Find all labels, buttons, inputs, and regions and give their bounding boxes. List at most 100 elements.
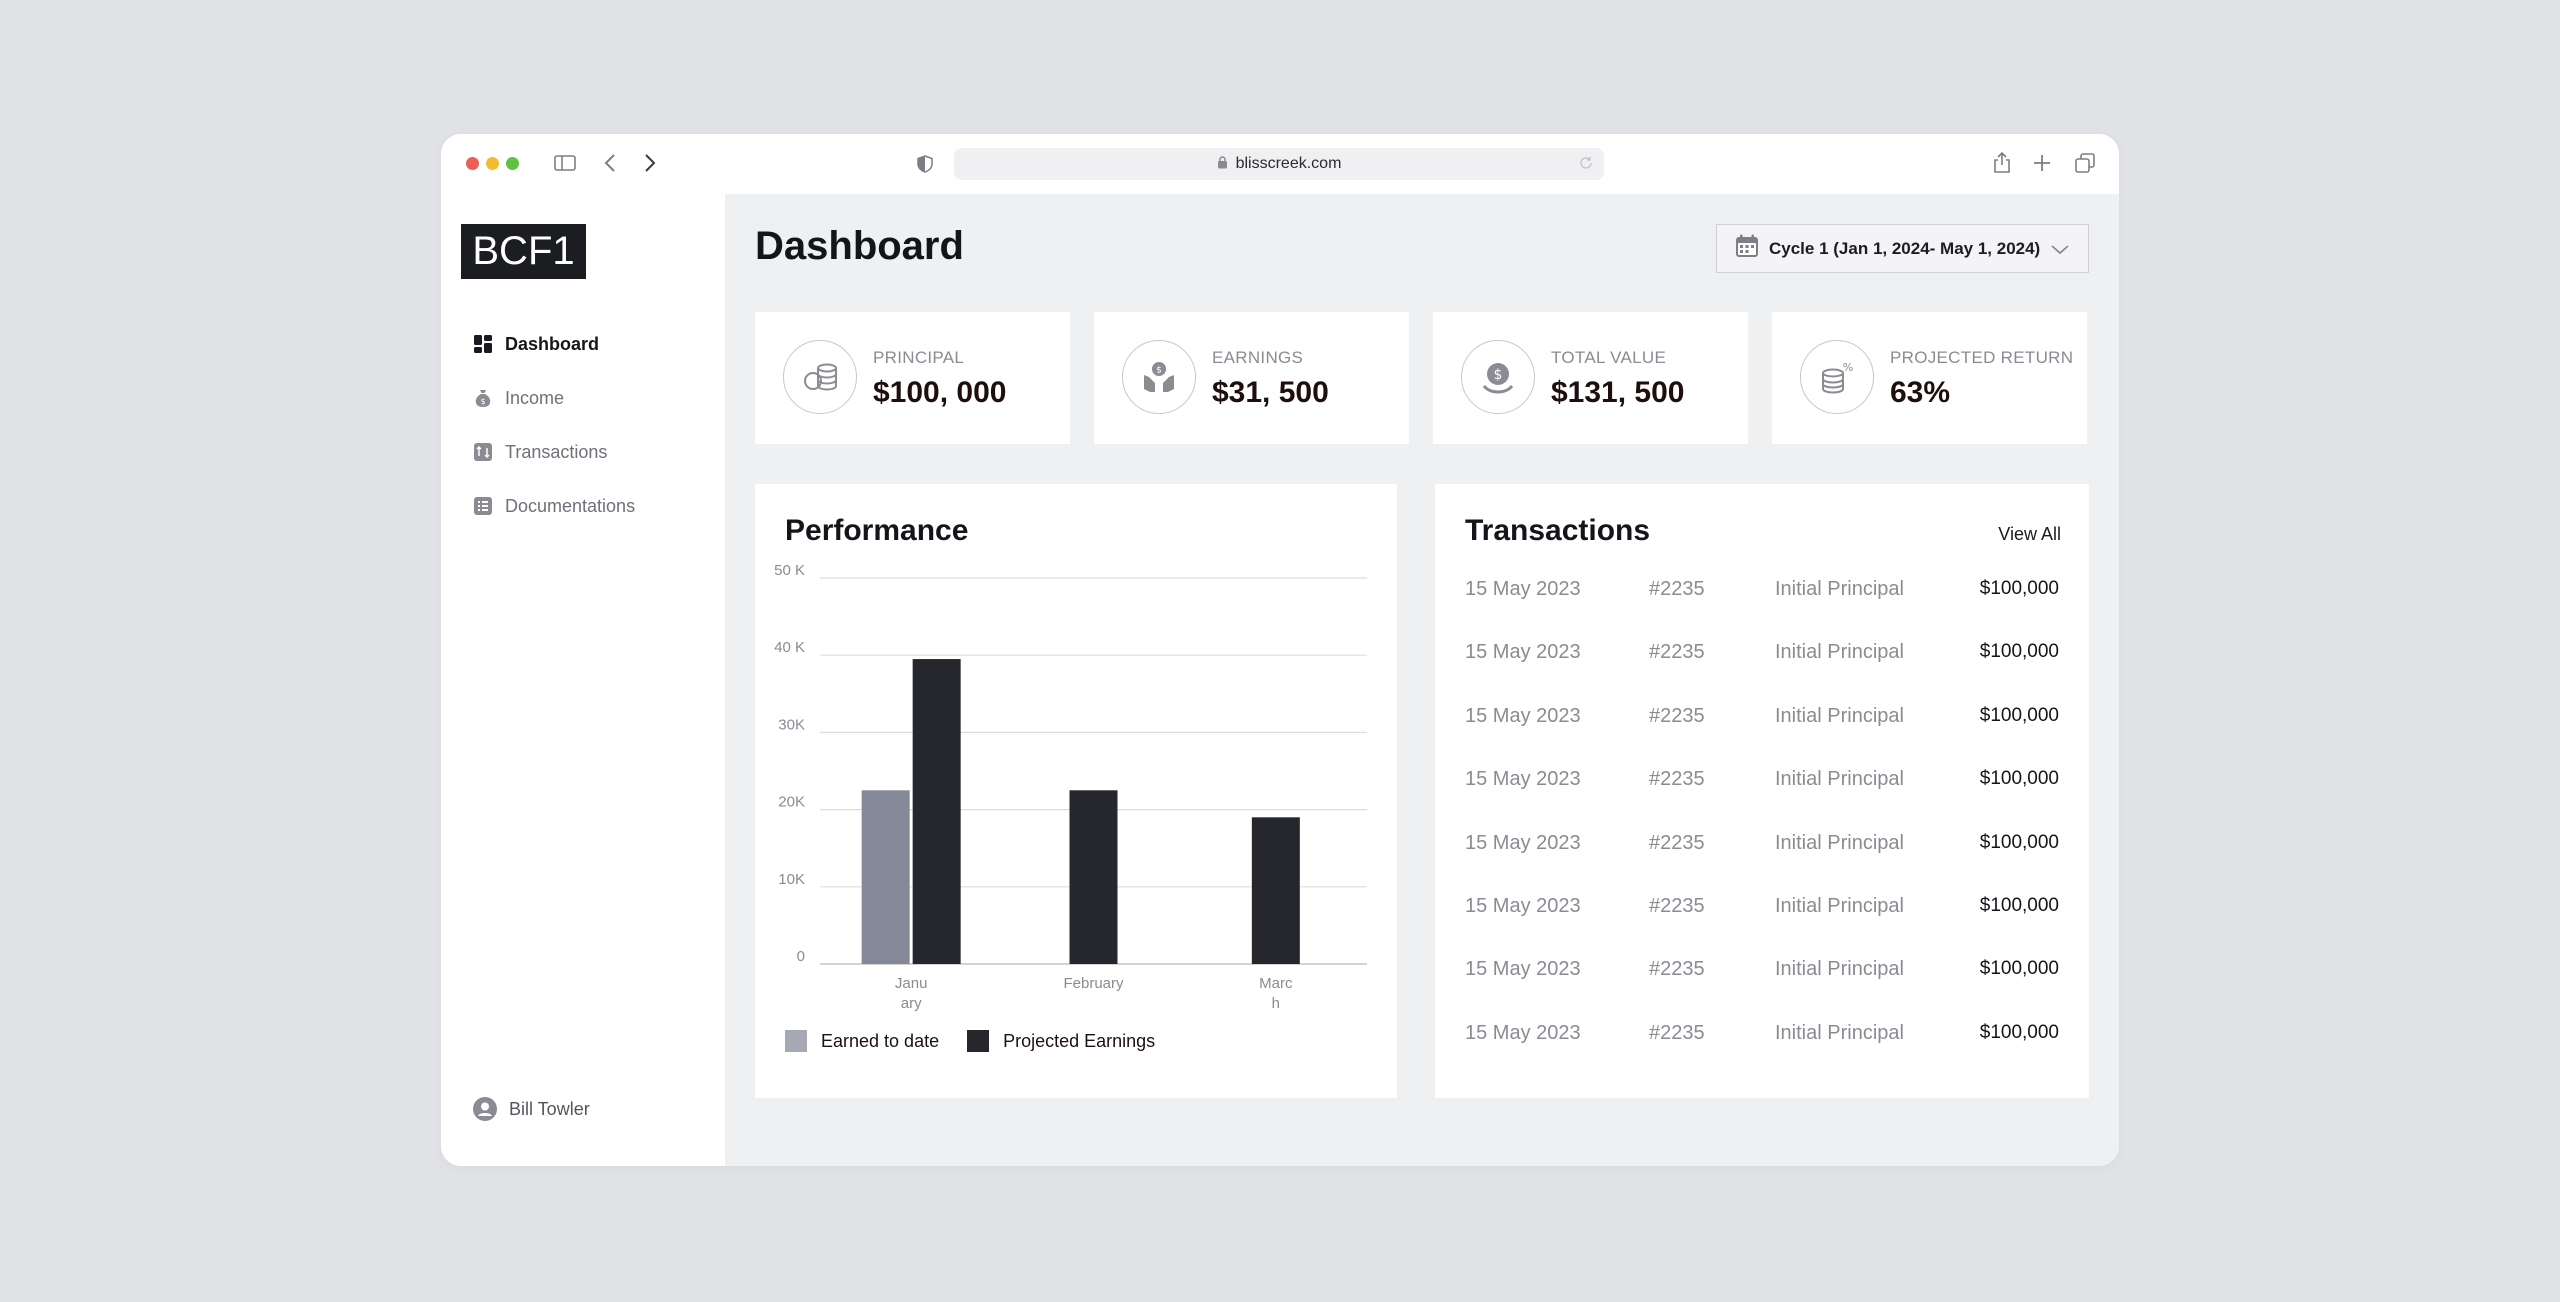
back-icon[interactable] [601,152,619,174]
tx-id: #2235 [1649,641,1705,664]
close-window-button[interactable] [466,157,479,170]
tx-date: 15 May 2023 [1465,704,1581,727]
tx-type: Initial Principal [1775,768,1904,791]
privacy-shield-icon[interactable] [915,153,935,175]
avatar-icon [473,1097,497,1121]
sidebar-item-documentations[interactable]: Documentations [473,491,635,521]
svg-text:%: % [1843,361,1853,374]
cycle-dropdown[interactable]: Cycle 1 (Jan 1, 2024- May 1, 2024) [1716,224,2089,273]
tx-id: #2235 [1649,895,1705,917]
tx-type: Initial Principal [1775,641,1904,664]
y-tick-label: 40 K [774,639,805,656]
tx-type: Initial Principal [1775,831,1904,854]
tx-date: 15 May 2023 [1465,578,1581,600]
transactions-title: Transactions [1465,514,1651,547]
address-bar[interactable]: blisscreek.com [954,148,1604,180]
bar-projected-earnings [1251,817,1300,964]
performance-panel: Performance 0 10K 20K 30K 40 K 50 K Janu ary Feb… [755,484,1397,1098]
forward-icon[interactable] [641,152,659,174]
share-icon[interactable] [1991,150,2013,176]
legend-swatch-projected [967,1030,990,1052]
browser-titlebar: blisscreek.com [441,134,2119,194]
cycle-label: Cycle 1 (Jan 1, 2024- May 1, 2024) [1769,238,2041,258]
sidebar-toggle-icon[interactable] [553,153,577,173]
dollar-coin-icon: $ [1461,340,1535,414]
table-row[interactable]: 15 May 2023 #2235 Initial Principal $100,00… [1465,705,2059,735]
y-tick-label: 0 [797,948,805,965]
stat-label: PRINCIPAL [873,348,965,367]
tx-date: 15 May 2023 [1465,1021,1581,1044]
tx-amount: $100,000 [1979,704,2059,726]
maximize-window-button[interactable] [506,157,519,170]
x-tick-label: February [1063,975,1124,992]
tx-amount: $100,000 [1979,1021,2059,1043]
tx-type: Initial Principal [1775,1021,1904,1044]
stat-label: TOTAL VALUE [1551,348,1667,367]
y-tick-label: 30K [778,716,805,733]
calendar-icon [1735,234,1759,263]
stat-value: $31, 500 [1212,376,1329,409]
legend-label-earned: Earned to date [821,1030,940,1051]
minimize-window-button[interactable] [486,157,499,170]
tx-type: Initial Principal [1775,895,1904,917]
stat-label: PROJECTED RETURN [1890,348,2074,367]
tx-amount: $100,000 [1979,641,2059,663]
table-row[interactable]: 15 May 2023 #2235 Initial Principal $100,00… [1465,641,2059,671]
performance-title: Performance [785,514,969,547]
tx-type: Initial Principal [1775,958,1904,981]
view-all-link[interactable]: View All [1998,524,2061,544]
bar-earned-to-date [861,790,910,964]
x-tick-label: h [1272,995,1280,1012]
y-tick-label: 50 K [774,564,805,579]
tx-id: #2235 [1649,768,1705,791]
money-bag-icon: $ [473,388,493,408]
stat-value: $100, 000 [873,376,1007,409]
legend-swatch-earned [785,1030,807,1052]
y-tick-label: 10K [778,871,805,888]
bar-projected-earnings [1069,790,1118,964]
user-profile[interactable]: Bill Towler [473,1097,590,1121]
tx-amount: $100,000 [1979,578,2059,599]
tx-amount: $100,000 [1979,831,2059,853]
stat-value: 63% [1890,376,1951,409]
transactions-panel: Transactions View All 15 May 2023 #2235 In… [1435,484,2089,1098]
logo[interactable]: BCF1 [461,224,586,279]
table-row[interactable]: 15 May 2023 #2235 Initial Principal $100,00… [1465,1022,2059,1052]
tx-id: #2235 [1649,578,1705,600]
tx-date: 15 May 2023 [1465,641,1581,664]
tx-amount: $100,000 [1979,768,2059,790]
tx-amount: $100,000 [1979,895,2059,916]
table-row[interactable]: 15 May 2023 #2235 Initial Principal $100,00… [1465,958,2059,988]
table-row[interactable]: 15 May 2023 #2235 Initial Principal $100,00… [1465,768,2059,798]
coins-icon [783,340,857,414]
hand-money-icon: $ [1122,340,1196,414]
svg-text:$: $ [1494,367,1503,383]
tx-id: #2235 [1649,704,1705,727]
table-row[interactable]: 15 May 2023 #2235 Initial Principal $100,00… [1465,895,2059,925]
tab-overview-icon[interactable] [2074,152,2096,174]
coins-percent-icon: % [1800,340,1874,414]
table-row[interactable]: 15 May 2023 #2235 Initial Principal $100,00… [1465,832,2059,862]
sidebar: BCF1 Dashboard $ Income Transactions Doc… [441,194,725,1166]
grid-icon [473,334,493,354]
chart-legend: Earned to date Projected Earnings [785,1030,1155,1052]
sidebar-item-label: Transactions [505,441,608,462]
tx-id: #2235 [1649,958,1705,981]
new-tab-icon[interactable] [2031,152,2053,174]
sidebar-item-transactions[interactable]: Transactions [473,437,607,467]
list-icon [473,496,493,516]
page-title: Dashboard [755,224,964,268]
stat-card-earnings: $ EARNINGS $31, 500 [1094,312,1409,444]
legend-label-projected: Projected Earnings [1003,1030,1156,1051]
performance-chart: 0 10K 20K 30K 40 K 50 K Janu ary February Marc h [774,564,1367,1012]
x-tick-label: Janu [895,975,928,992]
bar-projected-earnings [912,659,961,964]
stat-card-total-value: $ TOTAL VALUE $131, 500 [1433,312,1748,444]
table-row[interactable]: 15 May 2023 #2235 Initial Principal $100,00… [1465,578,2059,608]
y-tick-label: 20K [778,794,805,811]
sidebar-item-dashboard[interactable]: Dashboard [473,329,599,359]
tx-id: #2235 [1649,1021,1705,1044]
browser-window: blisscreek.com BCF1 Dashboard $ Incom [441,134,2119,1166]
reload-icon[interactable] [1578,155,1594,176]
sidebar-item-income[interactable]: $ Income [473,383,564,413]
